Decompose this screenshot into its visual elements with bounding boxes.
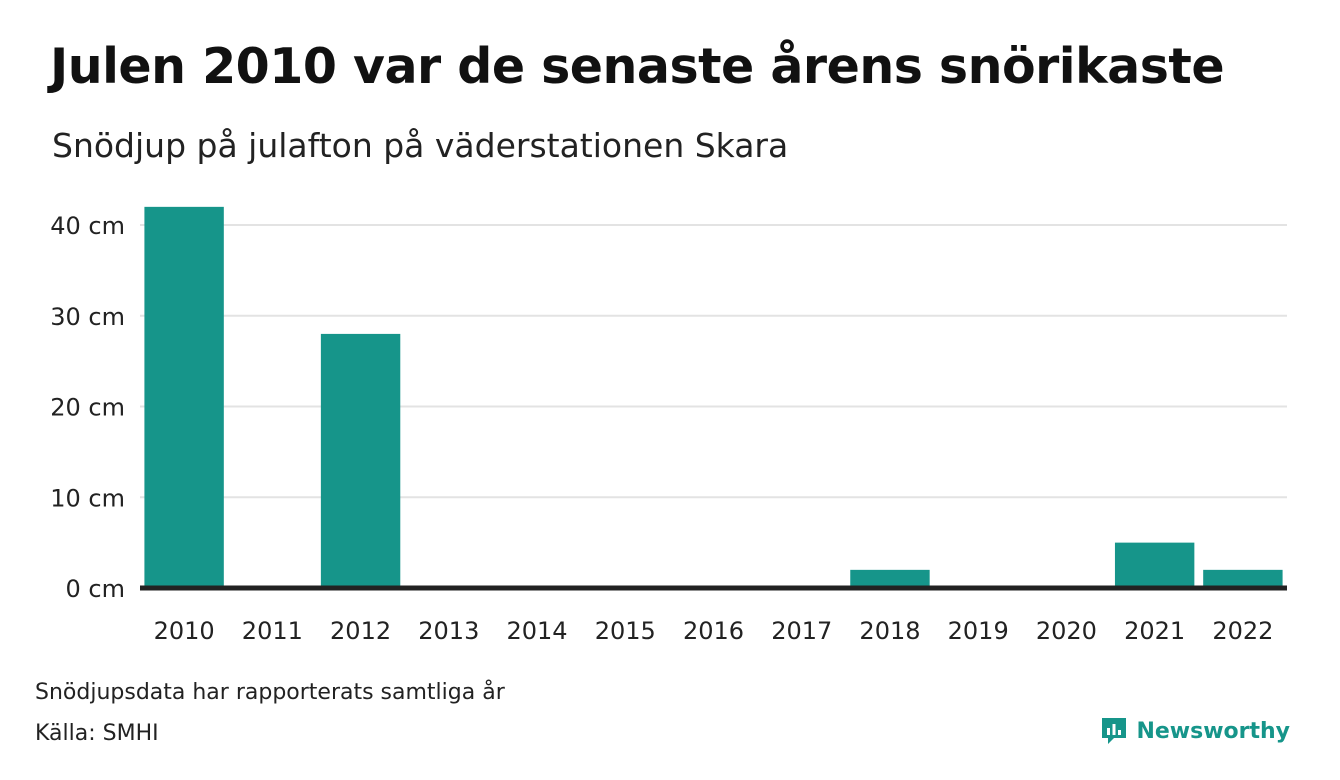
x-tick-label: 2012 (330, 617, 391, 645)
chart-title: Julen 2010 var de senaste årens snörikas… (50, 38, 1225, 95)
y-axis-labels: 0 cm 10 cm 20 cm 30 cm 40 cm (50, 212, 125, 603)
x-tick-label: 2013 (418, 617, 479, 645)
x-tick-label: 2016 (683, 617, 744, 645)
x-tick-label: 2017 (771, 617, 832, 645)
chart-subtitle: Snödjup på julafton på väderstationen Sk… (52, 126, 789, 165)
x-tick-label: 2020 (1036, 617, 1097, 645)
x-tick-label: 2021 (1124, 617, 1185, 645)
footnote: Snödjupsdata har rapporterats samtliga å… (35, 680, 505, 705)
bar-2022 (1203, 569, 1283, 588)
y-tick-label: 40 cm (50, 212, 125, 240)
x-tick-label: 2014 (506, 617, 567, 645)
x-tick-label: 2010 (154, 617, 215, 645)
x-tick-label: 2018 (859, 617, 920, 645)
y-tick-label: 0 cm (66, 575, 125, 603)
x-tick-label: 2011 (242, 617, 303, 645)
grid-lines (140, 224, 1287, 499)
x-axis-labels: 2010 2011 2012 2013 2014 2015 2016 2017 2018 2019… (154, 617, 1274, 645)
bar-2018 (850, 569, 930, 588)
x-tick-label: 2022 (1212, 617, 1273, 645)
bars (144, 206, 1283, 588)
x-tick-label: 2019 (948, 617, 1009, 645)
brand: Newsworthy (1100, 716, 1290, 746)
y-tick-label: 20 cm (50, 394, 125, 422)
bar-2021 (1114, 542, 1195, 588)
brand-name: Newsworthy (1136, 718, 1290, 744)
newsworthy-logo-icon (1102, 718, 1127, 744)
x-tick-label: 2015 (595, 617, 656, 645)
bar-2012 (320, 333, 401, 588)
y-tick-label: 10 cm (50, 484, 125, 512)
source-note: Källa: SMHI (35, 721, 159, 746)
bar-2010 (144, 206, 224, 588)
y-tick-label: 30 cm (50, 303, 125, 331)
